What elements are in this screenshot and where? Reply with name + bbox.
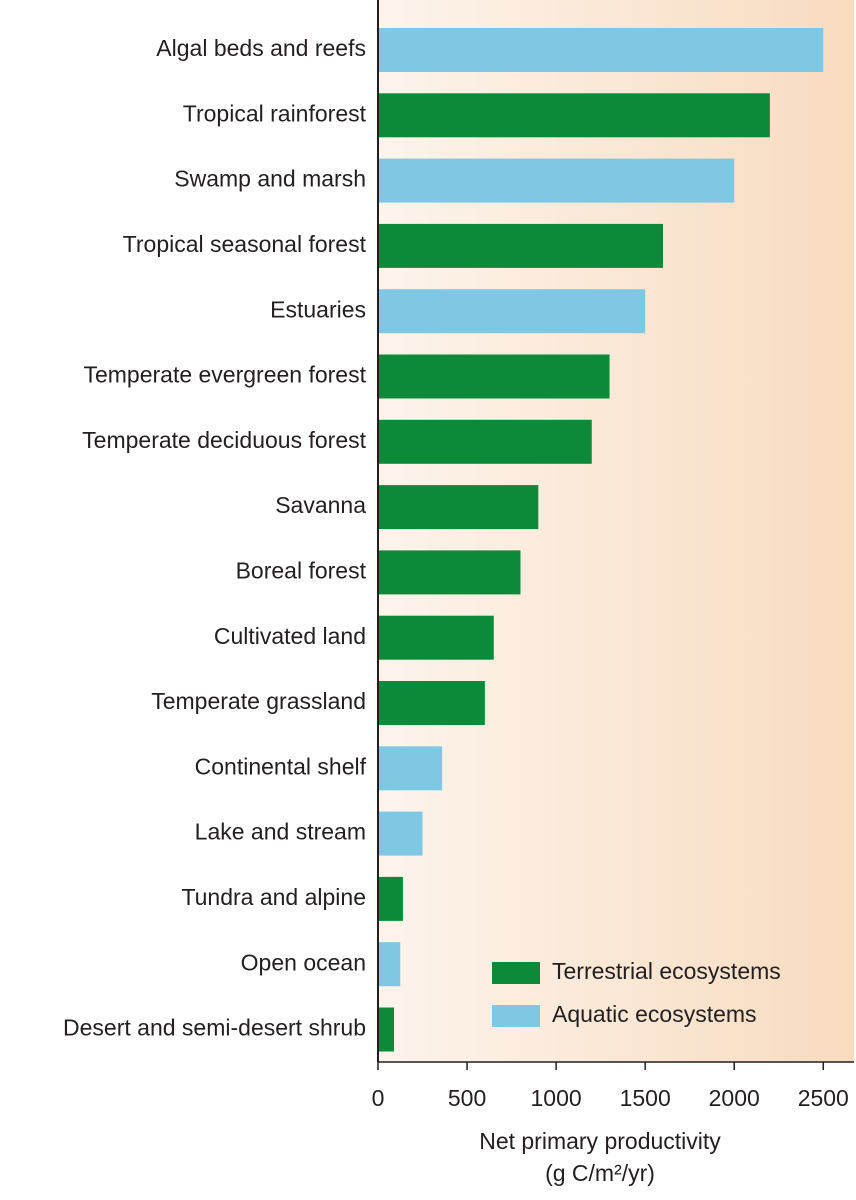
legend-swatch [492,962,540,984]
y-tick-label: Tropical rainforest [183,100,367,126]
x-tick-label: 1000 [531,1085,582,1111]
bar [378,485,539,530]
legend-label: Terrestrial ecosystems [552,958,781,984]
y-tick-label: Algal beds and reefs [156,35,366,61]
bar [378,615,494,660]
y-tick-label: Lake and stream [195,819,366,845]
x-tick-label: 500 [448,1085,486,1111]
bar [378,223,663,268]
y-tick-label: Temperate grassland [151,688,366,714]
y-tick-label: Savanna [275,492,366,518]
bar [378,550,521,595]
x-tick-label: 2000 [709,1085,760,1111]
bar [378,746,443,791]
bar [378,354,610,399]
y-tick-label: Temperate evergreen forest [83,362,366,388]
y-tick-label: Open ocean [241,949,366,975]
y-tick-label: Boreal forest [236,557,367,583]
x-axis-label: Net primary productivity [479,1128,721,1154]
bar [378,28,824,72]
y-tick-label: Swamp and marsh [174,166,366,192]
bar [378,289,646,334]
legend-label: Aquatic ecosystems [552,1001,757,1027]
y-tick-label: Desert and semi-desert shrub [63,1015,366,1041]
bar [378,93,770,138]
legend-swatch [492,1005,540,1027]
x-tick-label: 1500 [620,1085,671,1111]
x-axis-label: (g C/m²/yr) [545,1160,655,1186]
y-tick-label: Tropical seasonal forest [123,231,367,257]
y-tick-label: Temperate deciduous forest [82,427,366,453]
x-tick-label: 0 [372,1085,385,1111]
x-tick-label: 2500 [798,1085,849,1111]
y-tick-label: Cultivated land [214,623,366,649]
y-tick-label: Estuaries [270,296,366,322]
bar [378,876,403,921]
bar [378,419,592,464]
bar [378,158,735,203]
y-tick-label: Continental shelf [195,753,367,779]
bar [378,942,401,987]
bar [378,681,485,725]
y-tick-label: Tundra and alpine [181,884,366,910]
bar [378,1007,395,1052]
bar [378,811,423,856]
